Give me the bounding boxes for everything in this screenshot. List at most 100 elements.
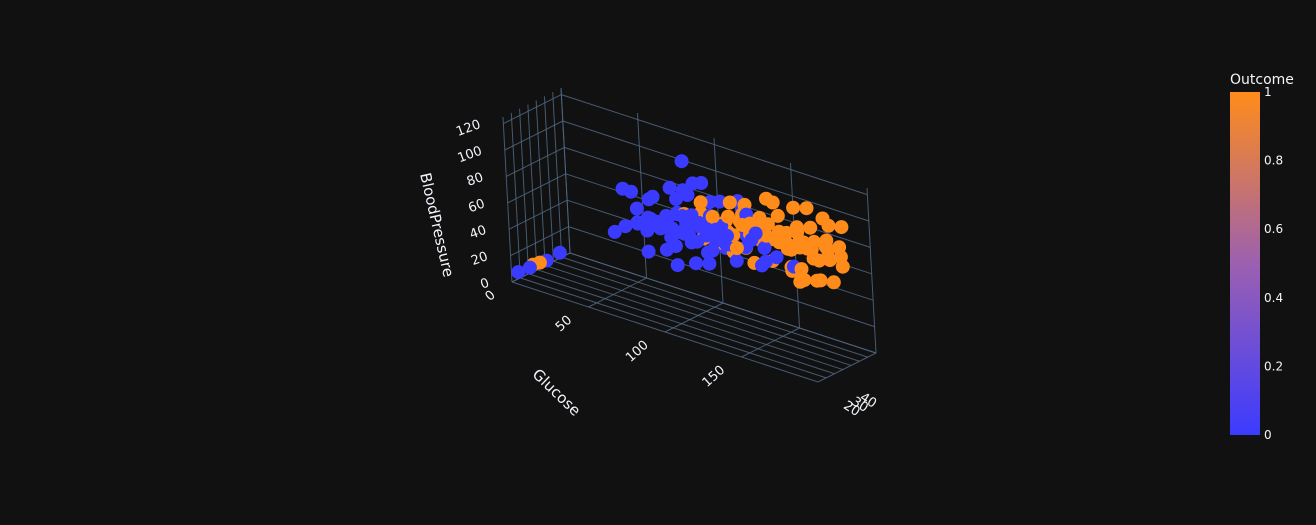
- data-point[interactable]: [712, 194, 727, 209]
- data-point[interactable]: [522, 260, 537, 275]
- data-point[interactable]: [786, 200, 801, 215]
- data-point[interactable]: [693, 195, 708, 210]
- data-point[interactable]: [729, 241, 744, 256]
- data-point[interactable]: [675, 183, 690, 198]
- data-point[interactable]: [757, 240, 772, 255]
- back-grid-y: [568, 226, 875, 328]
- y-axis-title: BloodPressure: [416, 171, 457, 279]
- data-point[interactable]: [511, 265, 526, 280]
- floor-grid-z: [544, 264, 852, 366]
- data-point[interactable]: [752, 210, 767, 225]
- colorbar-tick-label: 0.6: [1264, 222, 1283, 236]
- y-tick-label: 80: [465, 170, 486, 190]
- data-point[interactable]: [629, 201, 644, 216]
- data-point[interactable]: [835, 259, 850, 274]
- data-point[interactable]: [721, 209, 735, 224]
- data-point[interactable]: [675, 209, 690, 224]
- data-point[interactable]: [810, 273, 824, 288]
- data-point[interactable]: [702, 256, 717, 271]
- side-grid-z: [552, 92, 563, 258]
- z-tick-label: 20: [840, 398, 862, 419]
- data-point[interactable]: [722, 195, 737, 210]
- data-point[interactable]: [770, 208, 785, 223]
- side-grid-z: [519, 108, 530, 274]
- data-point[interactable]: [705, 243, 720, 258]
- floor-grid-x: [817, 352, 877, 383]
- data-point[interactable]: [803, 220, 818, 235]
- data-point[interactable]: [708, 222, 723, 237]
- side-grid-z: [560, 87, 571, 254]
- data-point[interactable]: [799, 201, 814, 216]
- data-point[interactable]: [645, 189, 660, 204]
- floor-grid-z: [528, 273, 835, 375]
- data-point[interactable]: [796, 235, 811, 250]
- side-grid-y: [508, 199, 568, 230]
- data-point[interactable]: [807, 234, 821, 249]
- data-point[interactable]: [834, 220, 849, 235]
- colorbar-tick-label: 0.2: [1264, 359, 1283, 373]
- x-tick-label: 0: [482, 288, 498, 305]
- side-grid-z: [543, 96, 554, 262]
- data-point[interactable]: [643, 211, 658, 226]
- data-point[interactable]: [789, 220, 804, 235]
- colorbar-tick-label: 0.8: [1264, 154, 1283, 168]
- back-grid-y: [562, 120, 869, 222]
- data-point[interactable]: [624, 184, 638, 199]
- side-grid-y: [504, 120, 564, 151]
- data-point[interactable]: [793, 274, 808, 289]
- data-point[interactable]: [681, 227, 696, 241]
- side-grid-y: [510, 226, 569, 257]
- data-point[interactable]: [748, 226, 763, 241]
- data-point[interactable]: [630, 215, 645, 230]
- back-grid-y: [569, 252, 877, 354]
- x-tick-label: 50: [553, 313, 575, 335]
- colorbar-title: Outcome: [1230, 72, 1294, 88]
- side-grid-z: [502, 116, 513, 283]
- data-point[interactable]: [759, 228, 774, 243]
- data-point[interactable]: [769, 250, 784, 265]
- data-point[interactable]: [689, 256, 703, 271]
- back-grid-x: [866, 187, 877, 354]
- data-point[interactable]: [812, 253, 827, 268]
- data-point[interactable]: [720, 228, 734, 243]
- data-point[interactable]: [694, 176, 709, 190]
- data-point[interactable]: [758, 254, 773, 269]
- data-points[interactable]: [511, 154, 850, 290]
- data-point[interactable]: [823, 253, 837, 268]
- colorbar-tick-label: 0: [1264, 428, 1272, 442]
- data-point[interactable]: [659, 242, 674, 257]
- data-point[interactable]: [821, 218, 836, 233]
- side-grid-y: [506, 146, 565, 177]
- floor-grid-z: [553, 260, 860, 362]
- x-tick-label: 100: [623, 338, 651, 366]
- data-point[interactable]: [794, 262, 809, 277]
- data-point[interactable]: [670, 258, 685, 273]
- x-axis-title: Glucose: [529, 365, 584, 419]
- data-point[interactable]: [735, 218, 750, 232]
- floor-grid-z: [536, 269, 844, 371]
- data-point[interactable]: [641, 244, 656, 259]
- colorbar-tick-label: 1: [1264, 85, 1272, 99]
- back-grid-y: [561, 94, 868, 196]
- floor-grid-x: [664, 302, 724, 333]
- y-tick-label: 60: [466, 196, 487, 216]
- data-point[interactable]: [674, 154, 689, 169]
- data-point[interactable]: [692, 216, 706, 230]
- data-point[interactable]: [662, 180, 677, 195]
- y-tick-label: 120: [454, 117, 482, 140]
- data-point[interactable]: [552, 245, 567, 260]
- data-point[interactable]: [618, 219, 633, 234]
- x-tick-label: 150: [700, 363, 728, 391]
- y-tick-label: 20: [469, 249, 490, 269]
- data-point[interactable]: [607, 224, 622, 239]
- data-point[interactable]: [665, 221, 680, 236]
- data-point[interactable]: [705, 209, 720, 224]
- data-point[interactable]: [779, 236, 794, 251]
- data-point[interactable]: [765, 195, 780, 210]
- data-point[interactable]: [826, 275, 841, 290]
- side-grid-z: [510, 112, 521, 278]
- side-grid-y: [503, 94, 562, 125]
- side-grid-z: [527, 104, 538, 270]
- data-point[interactable]: [729, 253, 744, 268]
